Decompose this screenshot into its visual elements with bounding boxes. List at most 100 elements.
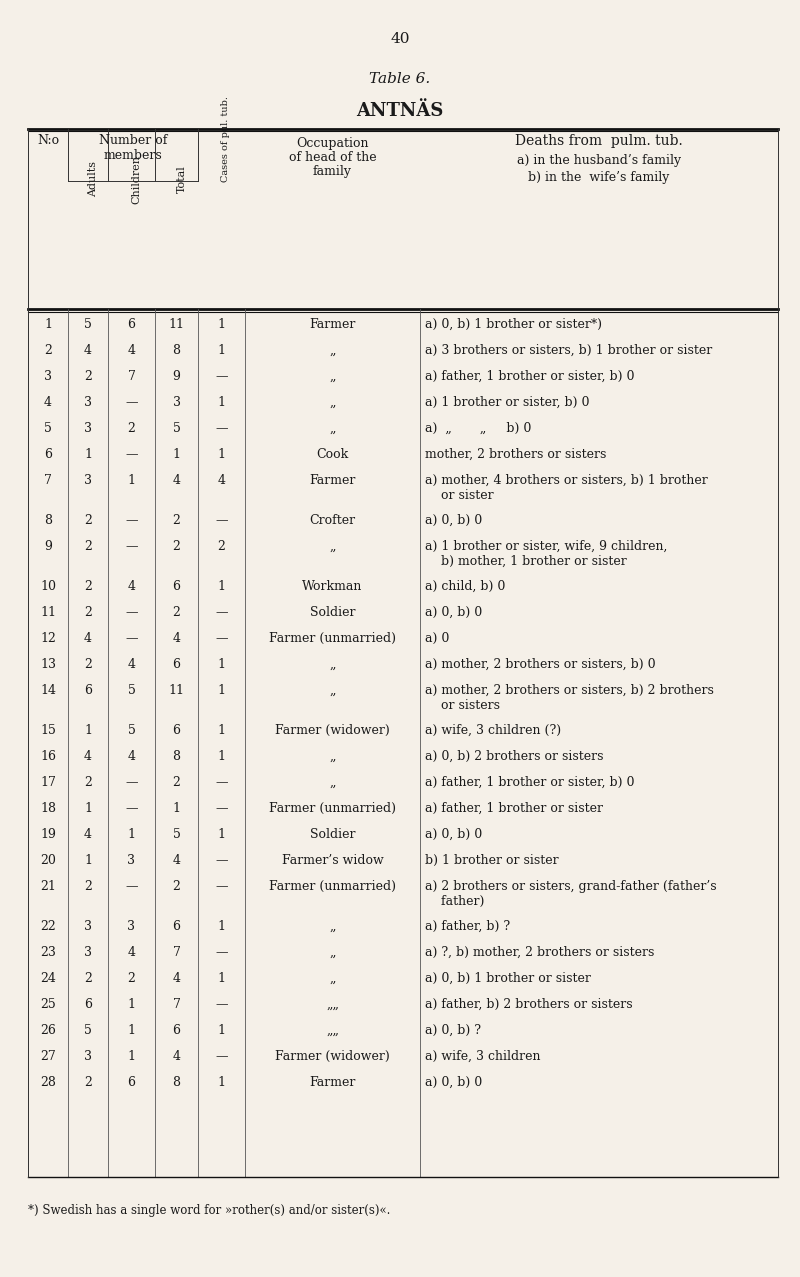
Text: 11: 11 (169, 684, 185, 697)
Text: 3: 3 (84, 1050, 92, 1062)
Text: Deaths from  pulm. tub.: Deaths from pulm. tub. (515, 134, 683, 148)
Text: 3: 3 (127, 919, 135, 933)
Text: 6: 6 (84, 999, 92, 1011)
Text: —: — (215, 370, 228, 383)
Text: 2: 2 (84, 972, 92, 985)
Text: 6: 6 (127, 318, 135, 331)
Text: 3: 3 (84, 474, 92, 487)
Text: 4: 4 (173, 972, 181, 985)
Text: 21: 21 (40, 880, 56, 893)
Text: 4: 4 (173, 632, 181, 645)
Text: „: „ (330, 776, 336, 789)
Text: 1: 1 (218, 580, 226, 593)
Text: 1: 1 (127, 1050, 135, 1062)
Text: —: — (215, 421, 228, 435)
Text: 5: 5 (127, 724, 135, 737)
Text: 1: 1 (127, 827, 135, 842)
Text: a) 0, b) 2 brothers or sisters: a) 0, b) 2 brothers or sisters (425, 750, 603, 762)
Text: „: „ (330, 658, 336, 670)
Text: —: — (215, 776, 228, 789)
Text: Table 6.: Table 6. (370, 72, 430, 86)
Text: —: — (215, 999, 228, 1011)
Text: 3: 3 (44, 370, 52, 383)
Text: 1: 1 (218, 724, 226, 737)
Text: a) 0: a) 0 (425, 632, 450, 645)
Text: 2: 2 (84, 580, 92, 593)
Text: 1: 1 (218, 750, 226, 762)
Text: —: — (126, 607, 138, 619)
Text: —: — (126, 396, 138, 409)
Text: —: — (215, 632, 228, 645)
Text: 26: 26 (40, 1024, 56, 1037)
Text: Children: Children (131, 155, 142, 203)
Text: 3: 3 (84, 919, 92, 933)
Text: a) 1 brother or sister, b) 0: a) 1 brother or sister, b) 0 (425, 396, 590, 409)
Text: 2: 2 (84, 776, 92, 789)
Text: 16: 16 (40, 750, 56, 762)
Text: —: — (126, 540, 138, 553)
Text: 13: 13 (40, 658, 56, 670)
Text: Farmer: Farmer (310, 474, 356, 487)
Text: 18: 18 (40, 802, 56, 815)
Text: 1: 1 (127, 999, 135, 1011)
Text: 3: 3 (84, 396, 92, 409)
Text: 1: 1 (44, 318, 52, 331)
Text: 4: 4 (127, 750, 135, 762)
Text: of head of the: of head of the (289, 151, 376, 163)
Text: 27: 27 (40, 1050, 56, 1062)
Text: a) 1 brother or sister, wife, 9 children,
    b) mother, 1 brother or sister: a) 1 brother or sister, wife, 9 children… (425, 540, 667, 568)
Text: —: — (215, 607, 228, 619)
Text: 7: 7 (44, 474, 52, 487)
Text: 6: 6 (173, 1024, 181, 1037)
Text: Adults: Adults (88, 161, 98, 197)
Text: a) father, 1 brother or sister: a) father, 1 brother or sister (425, 802, 603, 815)
Text: „: „ (330, 684, 336, 697)
Text: 8: 8 (173, 1077, 181, 1089)
Text: Cook: Cook (316, 448, 349, 461)
Text: Farmer’s widow: Farmer’s widow (282, 854, 383, 867)
Text: 6: 6 (173, 724, 181, 737)
Text: ANTNÄS: ANTNÄS (356, 102, 444, 120)
Text: 1: 1 (218, 344, 226, 358)
Text: 1: 1 (84, 724, 92, 737)
Text: Occupation: Occupation (296, 137, 369, 149)
Text: 8: 8 (173, 750, 181, 762)
Text: 2: 2 (84, 515, 92, 527)
Text: Cases of pul. tub.: Cases of pul. tub. (222, 96, 230, 183)
Text: 11: 11 (40, 607, 56, 619)
Text: 10: 10 (40, 580, 56, 593)
Text: 5: 5 (173, 827, 181, 842)
Text: 6: 6 (173, 580, 181, 593)
Text: „: „ (330, 370, 336, 383)
Text: „„: „„ (326, 999, 339, 1011)
Text: a) 2 brothers or sisters, grand-father (father’s
    father): a) 2 brothers or sisters, grand-father (… (425, 880, 717, 908)
Text: 1: 1 (218, 827, 226, 842)
Text: a) child, b) 0: a) child, b) 0 (425, 580, 506, 593)
Text: —: — (215, 515, 228, 527)
Text: members: members (104, 149, 162, 162)
Text: 5: 5 (173, 421, 181, 435)
Text: family: family (313, 165, 352, 178)
Text: 2: 2 (173, 515, 181, 527)
Text: 25: 25 (40, 999, 56, 1011)
Text: 5: 5 (84, 318, 92, 331)
Text: a) 0, b) 0: a) 0, b) 0 (425, 515, 482, 527)
Text: 1: 1 (218, 919, 226, 933)
Text: 4: 4 (218, 474, 226, 487)
Text: —: — (126, 632, 138, 645)
Text: 2: 2 (173, 540, 181, 553)
Text: 7: 7 (173, 946, 181, 959)
Text: Farmer (widower): Farmer (widower) (275, 1050, 390, 1062)
Text: 2: 2 (84, 540, 92, 553)
Text: 6: 6 (44, 448, 52, 461)
Text: 4: 4 (84, 344, 92, 358)
Text: 2: 2 (173, 880, 181, 893)
Text: —: — (126, 802, 138, 815)
Text: 1: 1 (173, 802, 181, 815)
Text: b) in the  wife’s family: b) in the wife’s family (528, 171, 670, 184)
Text: 7: 7 (173, 999, 181, 1011)
Text: 6: 6 (84, 684, 92, 697)
Text: 2: 2 (84, 1077, 92, 1089)
Text: 1: 1 (84, 448, 92, 461)
Text: 3: 3 (84, 421, 92, 435)
